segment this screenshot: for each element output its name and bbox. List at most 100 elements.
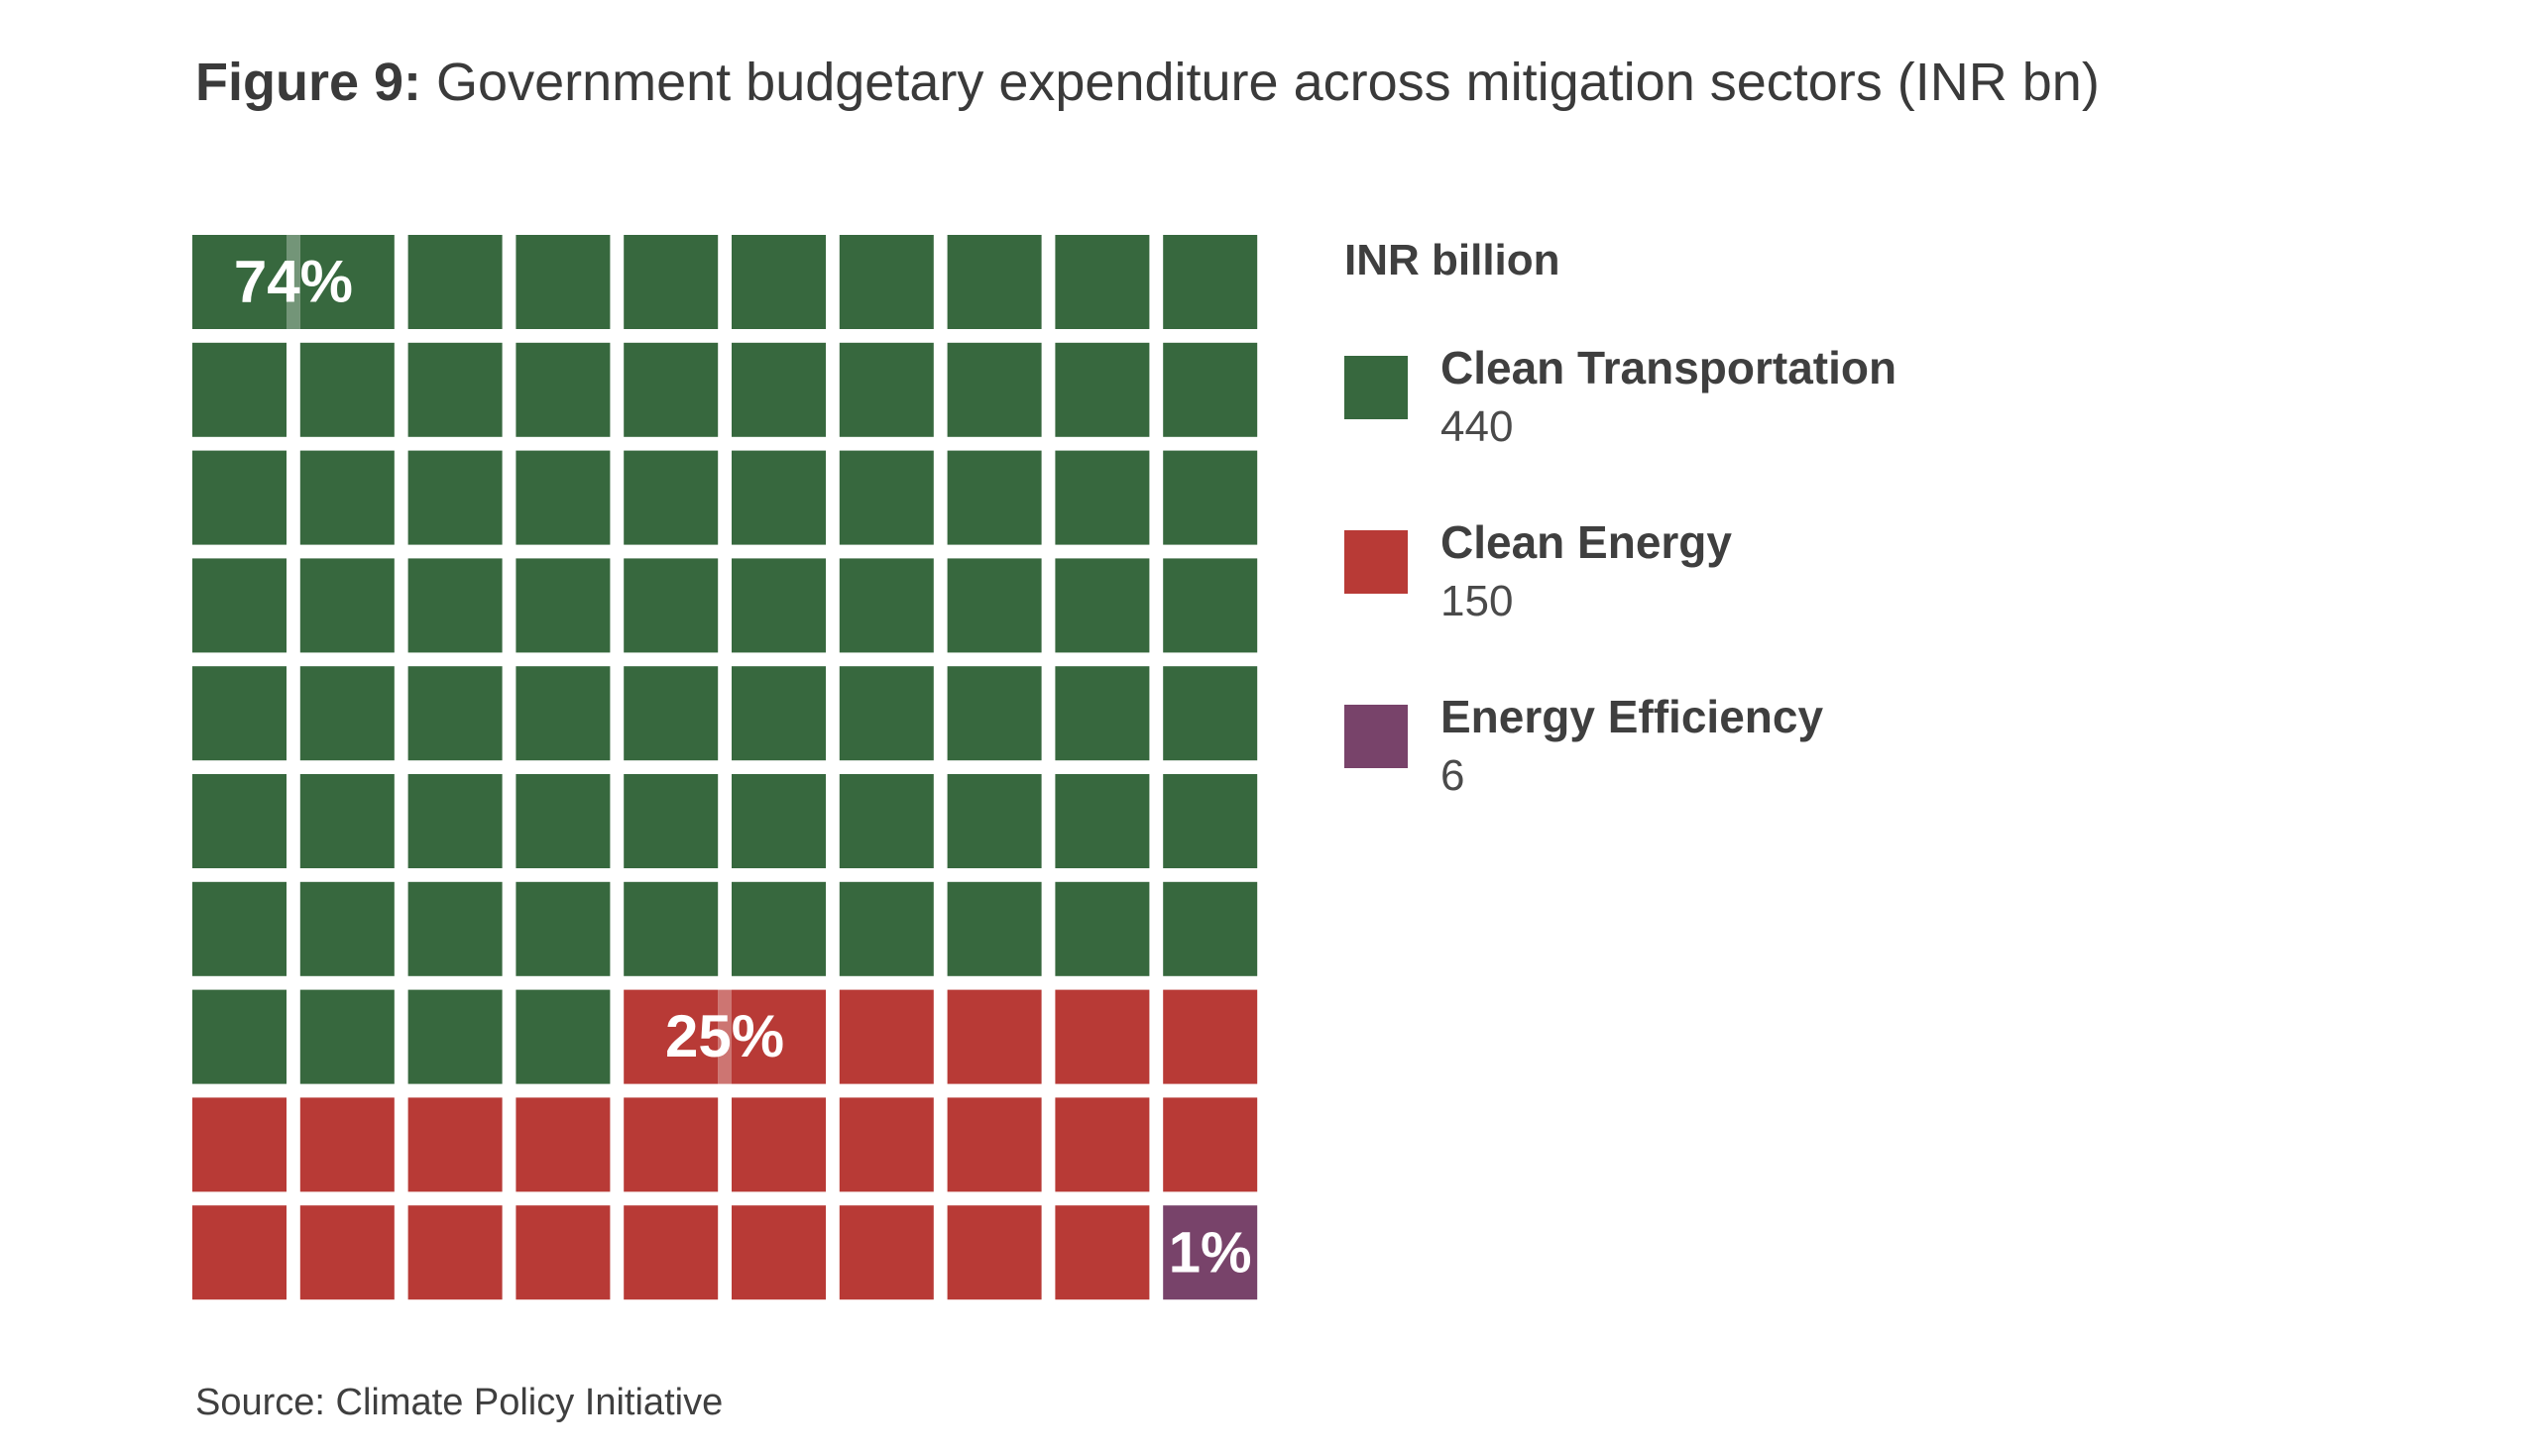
- waffle-square-clean-energy: [947, 1097, 1042, 1192]
- waffle-square-clean-transportation: [624, 774, 719, 868]
- waffle-square-clean-transportation: [839, 342, 934, 437]
- waffle-square-clean-transportation: [192, 342, 287, 437]
- waffle-square-clean-energy: [839, 1097, 934, 1192]
- waffle-square-clean-transportation: [732, 558, 826, 653]
- waffle-square-clean-energy: [624, 1097, 719, 1192]
- waffle-square-energy-efficiency: [1163, 1205, 1258, 1300]
- waffle-square-clean-transportation: [299, 558, 395, 653]
- waffle-square-clean-transportation: [407, 235, 503, 329]
- waffle-square-clean-energy: [732, 989, 826, 1084]
- legend-label: Clean Transportation: [1440, 342, 1897, 393]
- waffle-square-clean-transportation: [299, 989, 395, 1084]
- waffle-square-clean-transportation: [947, 558, 1042, 653]
- waffle-square-clean-transportation: [839, 666, 934, 761]
- waffle-square-clean-transportation: [732, 450, 826, 545]
- waffle-square-clean-energy: [732, 1205, 826, 1300]
- waffle-square-clean-transportation: [947, 450, 1042, 545]
- waffle-square-clean-transportation: [947, 774, 1042, 868]
- legend-swatch-clean-energy: [1344, 530, 1408, 594]
- waffle-square-clean-transportation: [516, 450, 611, 545]
- waffle-square-clean-transportation: [192, 989, 287, 1084]
- waffle-square-clean-transportation: [624, 666, 719, 761]
- waffle-square-clean-transportation: [407, 558, 503, 653]
- waffle-square-clean-transportation: [732, 881, 826, 976]
- legend-value: 150: [1440, 577, 1514, 625]
- waffle-square-clean-transportation: [624, 235, 719, 329]
- waffle-square-clean-transportation: [1055, 558, 1150, 653]
- waffle-square-clean-transportation: [947, 881, 1042, 976]
- waffle-square-clean-transportation: [732, 666, 826, 761]
- waffle-square-clean-transportation: [516, 342, 611, 437]
- waffle-square-clean-transportation: [624, 450, 719, 545]
- waffle-square-clean-transportation: [1055, 342, 1150, 437]
- waffle-square-clean-transportation: [407, 450, 503, 545]
- legend: INR billion Clean Transportation 440 Cle…: [1344, 236, 1896, 864]
- waffle-square-clean-transportation: [299, 774, 395, 868]
- waffle-square-clean-transportation: [839, 774, 934, 868]
- waffle-square-clean-transportation: [947, 235, 1042, 329]
- waffle-square-clean-transportation: [192, 881, 287, 976]
- waffle-square-clean-energy: [947, 1205, 1042, 1300]
- chart-title: Figure 9: Government budgetary expenditu…: [195, 52, 2100, 113]
- waffle-square-clean-transportation: [1163, 450, 1258, 545]
- waffle-square-clean-transportation: [1055, 774, 1150, 868]
- waffle-square-clean-energy: [1163, 1097, 1258, 1192]
- waffle-square-clean-transportation: [839, 450, 934, 545]
- waffle-square-clean-transportation: [407, 881, 503, 976]
- waffle-square-clean-transportation: [407, 666, 503, 761]
- data-label-energy-efficiency: 1%: [1169, 1221, 1252, 1286]
- waffle-square-clean-transportation: [732, 342, 826, 437]
- waffle-square-clean-transportation: [1163, 881, 1258, 976]
- source-note: Source: Climate Policy Initiative: [195, 1382, 724, 1423]
- waffle-square-clean-transportation: [192, 450, 287, 545]
- figure-label: Figure 9:: [195, 53, 422, 112]
- waffle-square-clean-energy: [299, 1097, 395, 1192]
- waffle-square-clean-energy: [299, 1205, 395, 1300]
- waffle-square-clean-transportation: [407, 989, 503, 1084]
- legend-item-energy-efficiency: Energy Efficiency 6: [1344, 690, 1823, 809]
- waffle-square-clean-energy: [407, 1097, 503, 1192]
- waffle-square-clean-transportation: [299, 666, 395, 761]
- waffle-square-clean-transportation: [839, 558, 934, 653]
- waffle-square-clean-transportation: [516, 235, 611, 329]
- waffle-square-clean-energy: [407, 1205, 503, 1300]
- waffle-square-clean-energy: [839, 989, 934, 1084]
- waffle-square-clean-transportation: [516, 881, 611, 976]
- waffle-square-clean-transportation: [1055, 450, 1150, 545]
- waffle-square-clean-transportation: [732, 235, 826, 329]
- waffle-square-clean-transportation: [192, 666, 287, 761]
- waffle-square-clean-transportation: [192, 558, 287, 653]
- waffle-square-clean-transportation: [1163, 774, 1258, 868]
- waffle-square-clean-transportation: [947, 342, 1042, 437]
- waffle-square-clean-energy: [192, 1097, 287, 1192]
- legend-label: Clean Energy: [1440, 516, 1732, 568]
- waffle-square-clean-transportation: [624, 881, 719, 976]
- data-label-clean-energy: 25%: [665, 1003, 784, 1069]
- legend-heading: INR billion: [1344, 236, 1560, 284]
- waffle-square-clean-energy: [624, 989, 719, 1084]
- waffle-square-clean-energy: [947, 989, 1042, 1084]
- waffle-square-clean-transportation: [299, 235, 395, 329]
- waffle-square-clean-energy: [1055, 1205, 1150, 1300]
- waffle-square-clean-energy: [624, 1205, 719, 1300]
- waffle-label-bridge: [287, 235, 300, 329]
- legend-swatch-energy-efficiency: [1344, 705, 1408, 768]
- waffle-square-clean-transportation: [516, 774, 611, 868]
- waffle-square-clean-energy: [1055, 989, 1150, 1084]
- waffle-square-clean-energy: [516, 1097, 611, 1192]
- waffle-square-clean-transportation: [1055, 235, 1150, 329]
- waffle-square-clean-energy: [1163, 989, 1258, 1084]
- waffle-square-clean-transportation: [1163, 342, 1258, 437]
- waffle-square-clean-transportation: [1163, 235, 1258, 329]
- waffle-square-clean-transportation: [516, 558, 611, 653]
- waffle-square-clean-energy: [839, 1205, 934, 1300]
- waffle-square-clean-transportation: [192, 235, 287, 329]
- waffle-square-clean-transportation: [407, 342, 503, 437]
- waffle-square-clean-transportation: [299, 342, 395, 437]
- waffle-square-clean-transportation: [299, 450, 395, 545]
- waffle-square-clean-transportation: [839, 881, 934, 976]
- waffle-square-clean-transportation: [947, 666, 1042, 761]
- waffle-label-bridge: [718, 989, 732, 1084]
- waffle-square-clean-energy: [732, 1097, 826, 1192]
